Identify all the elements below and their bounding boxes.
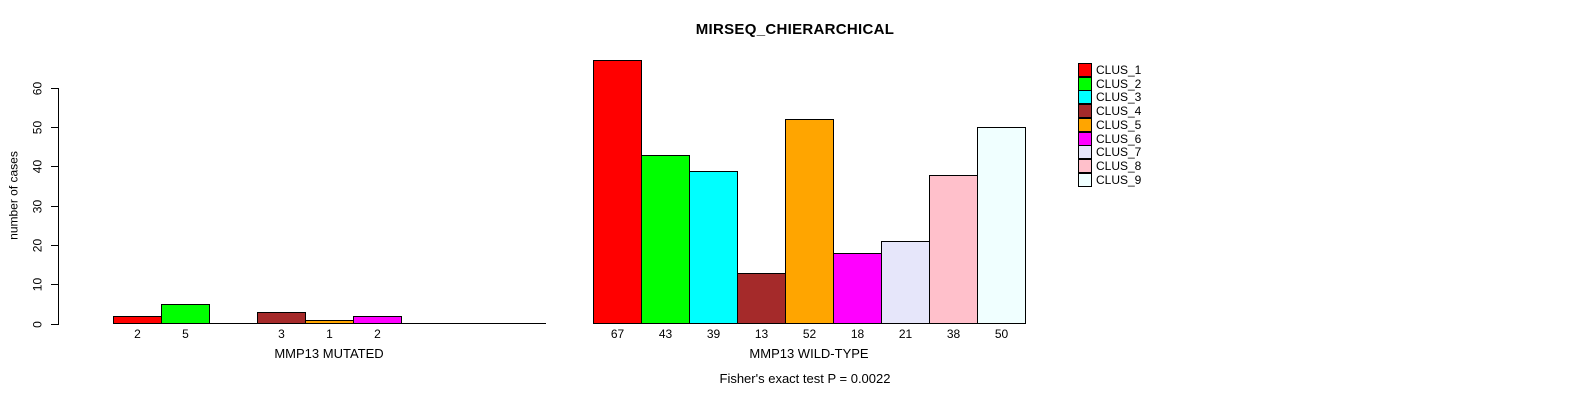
bar-value-label: 67 bbox=[610, 327, 625, 341]
bar-value-label: 3 bbox=[278, 327, 285, 341]
y-tick-label: 60 bbox=[30, 81, 45, 95]
legend-label-clus_4: CLUS_4 bbox=[1096, 104, 1142, 119]
y-tick-label: 30 bbox=[30, 199, 45, 213]
bar-clus_9 bbox=[977, 127, 1026, 324]
footnote-pvalue: Fisher's exact test P = 0.0022 bbox=[719, 371, 891, 386]
bar-clus_5 bbox=[785, 119, 834, 324]
bar-clus_2 bbox=[161, 304, 210, 324]
bar-value-label: 5 bbox=[182, 327, 189, 341]
legend-label-clus_3: CLUS_3 bbox=[1096, 90, 1142, 105]
bar-clus_1 bbox=[593, 60, 642, 324]
bar-clus_2 bbox=[641, 154, 690, 324]
bar-value-label: 52 bbox=[802, 327, 817, 341]
legend-label-clus_5: CLUS_5 bbox=[1096, 117, 1142, 132]
y-tick-mark bbox=[51, 244, 58, 246]
y-tick-label: 0 bbox=[30, 320, 45, 328]
bar-clus_7 bbox=[881, 241, 930, 324]
y-tick-label: 40 bbox=[30, 159, 45, 174]
legend-swatch-clus_6 bbox=[1078, 131, 1092, 146]
y-tick-label: 10 bbox=[30, 277, 45, 292]
legend-swatch-clus_7 bbox=[1078, 145, 1092, 160]
y-tick-mark bbox=[51, 284, 58, 286]
legend-swatch-clus_3 bbox=[1078, 90, 1092, 105]
legend-label-clus_1: CLUS_1 bbox=[1096, 63, 1142, 77]
legend-swatch-clus_2 bbox=[1078, 76, 1092, 91]
bar-value-label: 18 bbox=[850, 327, 865, 341]
legend-swatch-clus_5 bbox=[1078, 117, 1092, 132]
bar-value-label: 39 bbox=[706, 327, 721, 341]
legend-swatch-clus_4 bbox=[1078, 104, 1092, 119]
bar-clus_8 bbox=[929, 174, 978, 324]
bar-value-label: 1 bbox=[326, 327, 333, 341]
bar-clus_6 bbox=[833, 253, 882, 324]
bar-clus_5 bbox=[305, 320, 354, 324]
bar-value-label: 50 bbox=[994, 327, 1009, 341]
bar-clus_6 bbox=[353, 316, 402, 324]
chart-title: MIRSEQ_CHIERARCHICAL bbox=[695, 21, 895, 38]
bar-value-label: 38 bbox=[946, 327, 961, 341]
legend-swatch-clus_8 bbox=[1078, 158, 1092, 173]
legend-label-clus_9: CLUS_9 bbox=[1096, 172, 1142, 187]
legend-swatch-clus_1 bbox=[1078, 63, 1092, 77]
bar-clus_4 bbox=[737, 272, 786, 324]
bar-value-label: 2 bbox=[134, 327, 141, 341]
y-tick-mark bbox=[51, 126, 58, 128]
y-tick-mark bbox=[51, 323, 58, 325]
legend-swatch-clus_9 bbox=[1078, 172, 1092, 187]
x-axis-label-mutated: MMP13 MUTATED bbox=[274, 346, 384, 361]
y-tick-label: 50 bbox=[30, 120, 45, 135]
legend-label-clus_2: CLUS_2 bbox=[1096, 76, 1142, 91]
y-tick-mark bbox=[51, 166, 58, 168]
bar-value-label: 2 bbox=[374, 327, 381, 341]
x-axis-label-wild-type: MMP13 WILD-TYPE bbox=[749, 346, 869, 361]
legend-label-clus_6: CLUS_6 bbox=[1096, 131, 1142, 146]
y-tick-mark bbox=[51, 87, 58, 89]
y-tick-label: 20 bbox=[30, 238, 45, 253]
bar-clus_3 bbox=[689, 170, 738, 324]
y-tick-mark bbox=[51, 205, 58, 207]
bar-value-label: 43 bbox=[658, 327, 673, 341]
bar-value-label: 21 bbox=[898, 327, 913, 341]
bar-value-label: 13 bbox=[754, 327, 769, 341]
bar-clus_1 bbox=[113, 316, 162, 324]
y-axis-line bbox=[58, 88, 59, 325]
legend-label-clus_7: CLUS_7 bbox=[1096, 145, 1142, 160]
bar-clus_4 bbox=[257, 312, 306, 324]
y-axis-title: number of cases bbox=[6, 151, 21, 240]
legend-label-clus_8: CLUS_8 bbox=[1096, 158, 1142, 173]
